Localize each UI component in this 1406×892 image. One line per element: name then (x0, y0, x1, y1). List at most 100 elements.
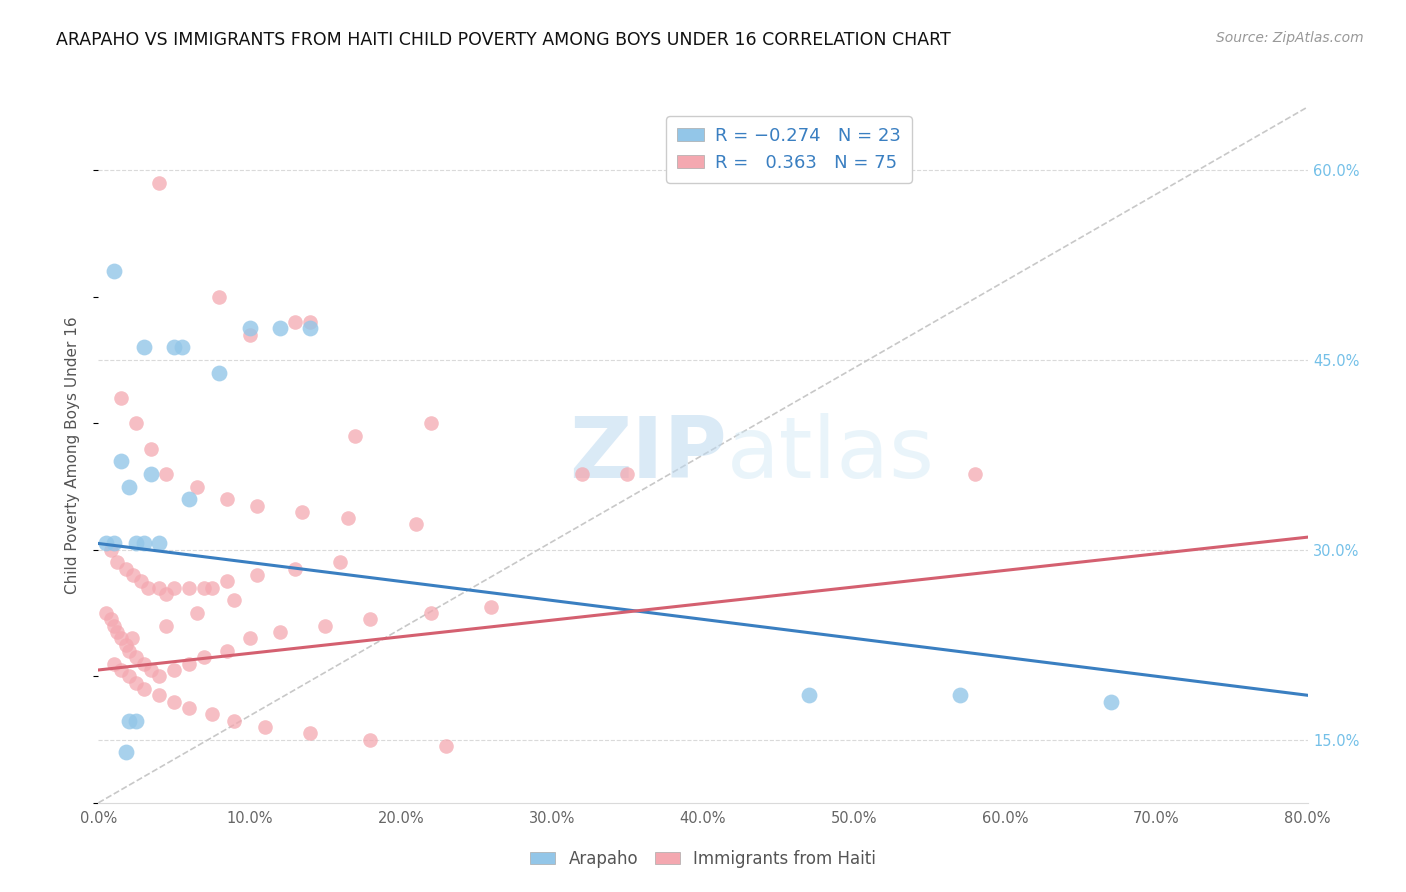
Point (105, 556, 128, 570)
Point (132, 536, 155, 550)
Point (215, 644, 238, 658)
Point (360, 732, 382, 747)
Point (125, 536, 148, 550)
Point (110, 632, 132, 646)
Point (201, 707, 224, 722)
Point (148, 669, 170, 683)
Point (94, 536, 117, 550)
Point (125, 675, 148, 690)
Point (269, 321, 291, 335)
Text: atlas: atlas (727, 413, 935, 497)
Point (1099, 695, 1122, 709)
Point (405, 517, 427, 532)
Point (132, 681, 155, 696)
Point (125, 714, 148, 728)
Point (299, 315, 322, 329)
Point (118, 714, 141, 728)
Point (103, 657, 125, 671)
Legend: Arapaho, Immigrants from Haiti: Arapaho, Immigrants from Haiti (523, 843, 883, 874)
Point (103, 264, 125, 278)
Point (132, 340, 155, 354)
Point (246, 568, 269, 582)
Point (163, 581, 186, 595)
Point (193, 581, 215, 595)
Text: ARAPAHO VS IMMIGRANTS FROM HAITI CHILD POVERTY AMONG BOYS UNDER 16 CORRELATION C: ARAPAHO VS IMMIGRANTS FROM HAITI CHILD P… (56, 31, 950, 49)
Point (336, 511, 359, 525)
Point (129, 574, 152, 589)
Point (208, 290, 231, 304)
Point (163, 695, 186, 709)
Point (571, 467, 593, 481)
Point (136, 581, 159, 595)
Point (148, 536, 170, 550)
Point (118, 669, 141, 683)
Point (121, 632, 143, 646)
Point (329, 556, 352, 570)
Point (215, 492, 238, 507)
Point (94, 606, 117, 620)
Point (163, 663, 186, 677)
Point (224, 714, 246, 728)
Point (110, 663, 132, 677)
Point (125, 650, 148, 665)
Point (284, 562, 307, 576)
Point (170, 340, 193, 354)
Point (141, 442, 163, 456)
Point (246, 499, 269, 513)
Point (314, 618, 336, 632)
Point (253, 720, 276, 734)
Point (148, 176, 170, 190)
Point (103, 618, 125, 632)
Point (141, 663, 163, 677)
Point (100, 612, 122, 626)
Point (110, 391, 132, 405)
Point (215, 574, 238, 589)
Point (193, 650, 215, 665)
Point (299, 321, 322, 335)
Point (208, 366, 231, 380)
Point (179, 701, 201, 715)
Point (118, 479, 141, 493)
Point (284, 315, 307, 329)
Point (616, 467, 638, 481)
Point (125, 417, 148, 431)
Point (163, 340, 186, 354)
Point (155, 587, 177, 601)
Point (179, 657, 201, 671)
Point (114, 745, 136, 759)
Point (291, 505, 314, 519)
Text: Source: ZipAtlas.com: Source: ZipAtlas.com (1216, 31, 1364, 45)
Point (797, 688, 820, 702)
Point (344, 429, 367, 443)
Point (155, 618, 177, 632)
Point (148, 688, 170, 702)
Point (201, 581, 224, 595)
Point (420, 606, 443, 620)
Point (239, 321, 262, 335)
Text: ZIP: ZIP (569, 413, 727, 497)
Point (141, 467, 163, 481)
Y-axis label: Child Poverty Among Boys Under 16: Child Poverty Among Boys Under 16 (65, 316, 80, 594)
Point (299, 726, 322, 740)
Point (186, 479, 208, 493)
Point (949, 688, 972, 702)
Point (186, 606, 208, 620)
Point (114, 562, 136, 576)
Point (155, 467, 177, 481)
Point (118, 644, 141, 658)
Point (420, 417, 443, 431)
Point (132, 657, 155, 671)
Point (114, 638, 136, 652)
Point (179, 492, 201, 507)
Point (434, 739, 457, 753)
Point (179, 581, 201, 595)
Point (148, 581, 170, 595)
Point (110, 454, 132, 468)
Point (360, 612, 382, 626)
Point (965, 467, 987, 481)
Point (269, 625, 291, 640)
Point (103, 536, 125, 550)
Point (100, 542, 122, 557)
Point (481, 599, 503, 614)
Point (224, 593, 246, 607)
